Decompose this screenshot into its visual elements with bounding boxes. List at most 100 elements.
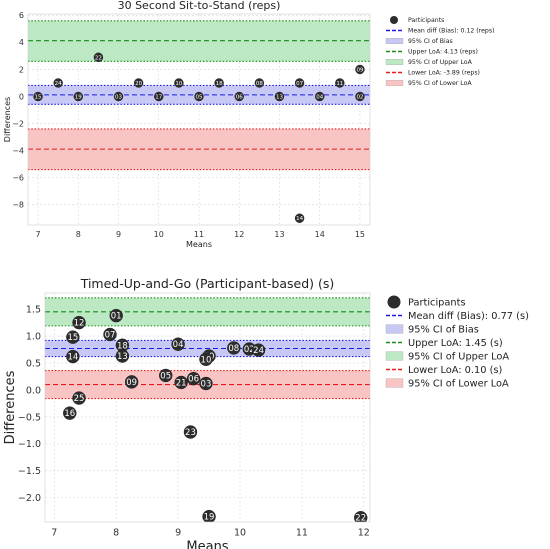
participant-point-label: 15: [35, 94, 42, 100]
participant-point: [354, 510, 368, 522]
x-tick-label: 14: [315, 230, 325, 239]
participant-point-label: 18: [216, 81, 223, 87]
participant-point: [72, 391, 86, 405]
participant-point: [199, 376, 213, 391]
legend-label: Lower LoA: -3.89 (reps): [408, 70, 480, 77]
y-tick-label: −2: [12, 119, 24, 128]
participant-point-label: 19: [75, 94, 82, 100]
y-tick-label: −2.0: [18, 493, 41, 504]
x-axis-label: Means: [186, 540, 228, 549]
legend-label: Mean diff (Bias): 0.12 (reps): [408, 28, 495, 35]
y-tick-label: 0: [19, 92, 24, 101]
legend-label: 95% CI of Bias: [408, 38, 453, 45]
participant-point-label: 08: [256, 81, 263, 87]
participant-point-label: 07: [296, 81, 303, 87]
participant-point: [183, 425, 198, 439]
legend-label: Mean diff (Bias): 0.77 (s): [408, 311, 529, 322]
x-axis-label: Means: [186, 240, 212, 249]
participant-point: [234, 91, 244, 102]
legend-patch-swatch: [385, 80, 404, 86]
participant-point-label: 19: [204, 513, 215, 523]
participant-point-label: 14: [67, 353, 78, 363]
participant-point: [202, 509, 216, 522]
y-tick-label: 6: [19, 11, 24, 20]
participant-point: [63, 406, 77, 420]
y-tick-label: −8: [12, 201, 24, 210]
legend-label: Participants: [408, 297, 466, 308]
x-tick-label: 9: [175, 528, 181, 539]
participant-point: [72, 315, 86, 330]
participant-point-label: 24: [253, 346, 264, 356]
participant-point-label: 24: [55, 81, 62, 87]
participant-point-label: 07: [105, 331, 116, 341]
x-tick-label: 12: [358, 528, 370, 539]
participant-point-label: 16: [64, 409, 75, 419]
x-tick-label: 10: [234, 528, 246, 539]
legend-label: Upper LoA: 4.13 (reps): [408, 49, 478, 56]
legend: Participants Mean diff (Bias): 0.77 (s) 95…: [385, 295, 529, 389]
x-tick-label: 8: [76, 230, 81, 239]
participant-point: [315, 91, 325, 102]
legend-label: 95% CI of Bias: [408, 324, 479, 335]
legend-patch-swatch: [385, 38, 404, 44]
participant-point: [355, 64, 365, 75]
participant-point-label: 11: [336, 81, 343, 87]
plot-content: 1201150718040802241413201005060921032516…: [45, 297, 370, 524]
participant-point-label: 09: [126, 378, 137, 388]
y-tick-label: −1.0: [18, 439, 41, 450]
participant-point-label: 23: [185, 428, 196, 438]
participant-point: [133, 78, 144, 88]
legend-patch-swatch: [385, 378, 404, 388]
y-axis-label: Differences: [3, 97, 12, 142]
legend-label: 95% CI of Upper LoA: [408, 351, 509, 362]
participant-point-label: 17: [155, 94, 162, 100]
legend-label: 95% CI of Upper LoA: [408, 59, 473, 66]
legend-patch-swatch: [385, 324, 404, 334]
legend-label: 95% CI of Lower LoA: [408, 378, 509, 389]
x-tick-label: 7: [51, 528, 57, 539]
y-tick-label: 1.5: [26, 304, 41, 315]
participant-point: [66, 330, 80, 344]
participant-point: [103, 327, 117, 342]
participant-point: [154, 91, 164, 102]
participant-point-label: 10: [201, 355, 212, 365]
participant-point: [355, 91, 365, 102]
participant-point: [194, 91, 204, 102]
participant-point-label: 12: [74, 319, 85, 329]
x-tick-label: 15: [355, 230, 365, 239]
participant-point: [274, 91, 285, 102]
legend-patch-swatch: [385, 351, 404, 361]
participant-point: [199, 352, 213, 366]
participant-point-label: 08: [228, 344, 239, 354]
participant-point-label: 06: [236, 94, 243, 100]
x-tick-label: 10: [154, 230, 164, 239]
participant-point-label: 05: [196, 94, 203, 100]
participant-point: [294, 213, 305, 223]
participant-point: [124, 375, 139, 389]
participant-point: [227, 341, 241, 355]
participant-point: [73, 91, 83, 102]
participant-point-label: 18: [117, 341, 128, 351]
legend-patch-swatch: [385, 59, 404, 65]
participant-point: [113, 91, 124, 102]
participant-point: [174, 375, 188, 390]
participant-point-label: 04: [316, 94, 323, 100]
legend-label: 95% CI of Lower LoA: [408, 80, 472, 87]
chart-timed-up-and-go: 1201150718040802241413201005060921032516…: [3, 276, 529, 549]
participant-point: [93, 52, 104, 62]
participant-point: [335, 78, 345, 88]
participant-point: [171, 337, 185, 351]
participant-point-label: 22: [95, 55, 102, 61]
legend-label: Upper LoA: 1.45 (s): [408, 338, 503, 349]
participant-point-label: 04: [173, 340, 184, 350]
y-tick-label: 4: [19, 38, 24, 47]
participant-point: [254, 78, 265, 88]
participant-point-label: 22: [355, 514, 366, 524]
y-axis-label: Differences: [3, 370, 18, 444]
y-tick-label: 0.0: [26, 385, 41, 396]
legend-label: Lower LoA: 0.10 (s): [408, 365, 502, 376]
legend-marker: [390, 16, 398, 24]
x-tick-label: 7: [36, 230, 41, 239]
participant-point-label: 14: [296, 216, 303, 222]
participant-point-label: 15: [67, 333, 78, 343]
